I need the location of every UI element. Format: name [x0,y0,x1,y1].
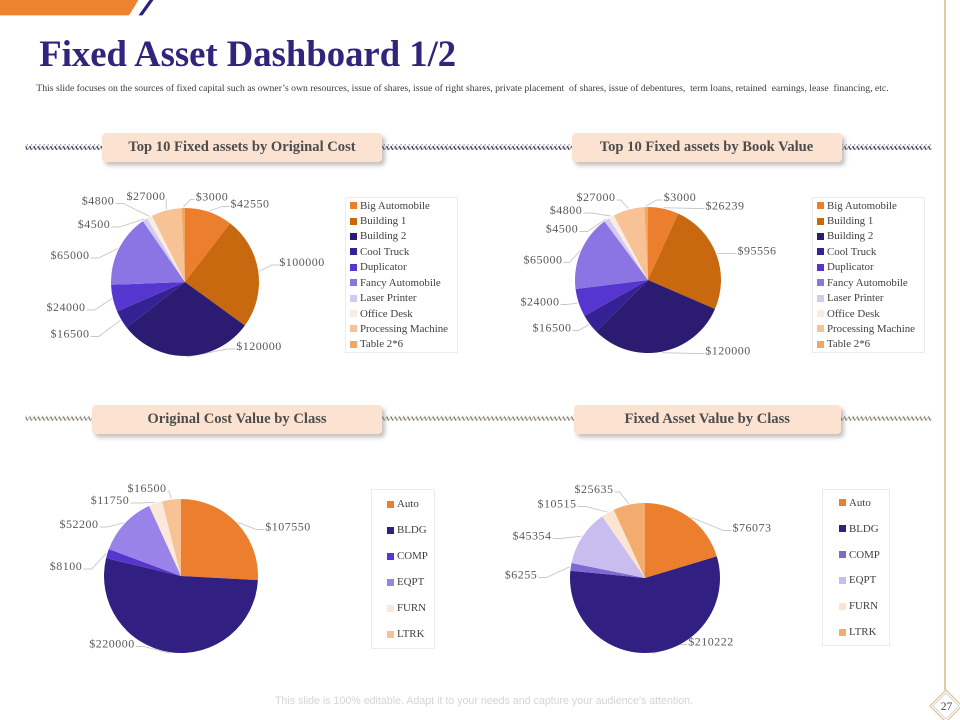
svg-text:$4800: $4800 [82,194,115,208]
svg-text:$100000: $100000 [279,255,325,269]
svg-text:$4500: $4500 [78,217,111,231]
svg-text:27: 27 [941,701,953,713]
svg-text:$120000: $120000 [705,344,751,358]
svg-text:$65000: $65000 [524,253,563,267]
svg-text:$10515: $10515 [538,497,577,511]
svg-text:$6255: $6255 [505,568,538,582]
svg-text:$3000: $3000 [196,190,229,204]
svg-text:$210222: $210222 [688,635,734,649]
svg-text:$76073: $76073 [733,521,772,535]
svg-text:$25635: $25635 [575,482,614,496]
svg-text:$24000: $24000 [521,295,560,309]
svg-text:$4800: $4800 [550,203,583,217]
svg-text:$27000: $27000 [127,189,166,203]
svg-text:$3000: $3000 [664,190,697,204]
svg-text:$4500: $4500 [546,222,579,236]
svg-text:$107550: $107550 [265,520,311,534]
svg-text:$16500: $16500 [533,321,572,335]
svg-text:$52200: $52200 [60,517,99,531]
svg-text:$11750: $11750 [91,493,130,507]
svg-text:$16500: $16500 [51,327,90,341]
svg-text:$65000: $65000 [51,248,90,262]
svg-text:$24000: $24000 [47,300,86,314]
svg-text:$42550: $42550 [231,197,270,211]
svg-text:$16500: $16500 [128,481,167,495]
svg-text:$8100: $8100 [50,559,83,573]
svg-text:$26239: $26239 [706,199,745,213]
svg-text:$120000: $120000 [236,339,282,353]
svg-text:$27000: $27000 [577,190,616,204]
svg-text:$95556: $95556 [738,244,777,258]
svg-text:$45354: $45354 [513,529,552,543]
svg-text:$220000: $220000 [89,637,135,651]
